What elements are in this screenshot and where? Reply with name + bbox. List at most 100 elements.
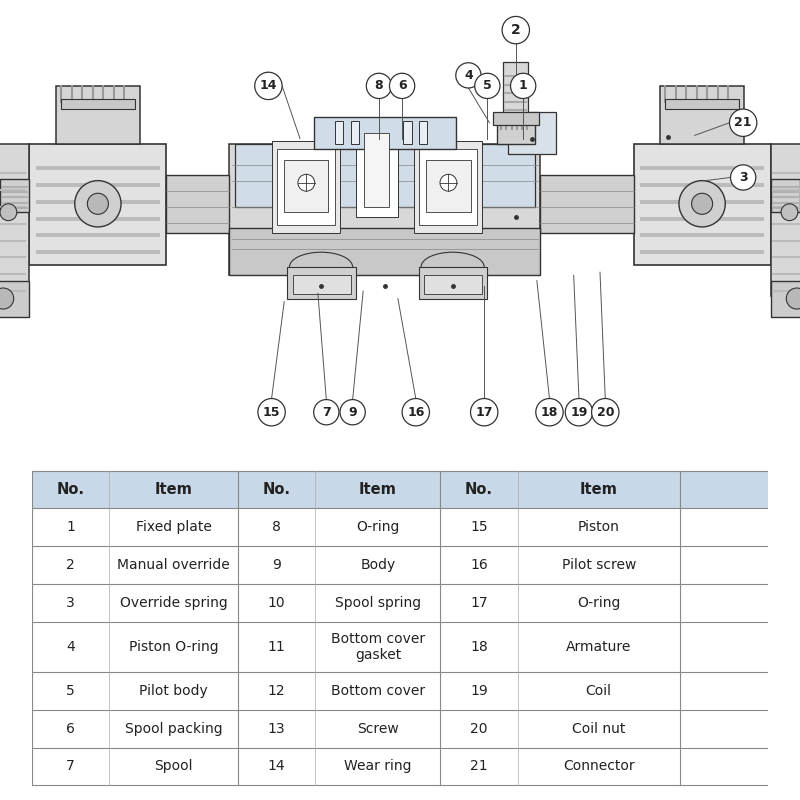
- Circle shape: [390, 74, 414, 98]
- Circle shape: [0, 288, 14, 309]
- Text: 9: 9: [272, 558, 281, 573]
- Text: 15: 15: [263, 406, 280, 418]
- Text: Bottom cover: Bottom cover: [331, 683, 425, 698]
- Circle shape: [679, 181, 726, 227]
- Text: 8: 8: [374, 79, 383, 92]
- Circle shape: [340, 399, 366, 425]
- Bar: [770, 178, 800, 212]
- Bar: [277, 149, 334, 225]
- Circle shape: [536, 398, 563, 426]
- Text: 11: 11: [268, 640, 286, 654]
- Bar: [32, 622, 768, 672]
- Bar: [234, 144, 534, 207]
- Text: 5: 5: [66, 683, 75, 698]
- Bar: [356, 122, 398, 218]
- Circle shape: [402, 398, 430, 426]
- Text: 13: 13: [268, 722, 286, 735]
- Bar: [0, 178, 30, 212]
- Bar: [503, 62, 529, 114]
- Text: 16: 16: [407, 406, 425, 418]
- Bar: [0, 144, 30, 297]
- Text: Override spring: Override spring: [120, 596, 227, 610]
- Text: Item: Item: [154, 482, 193, 497]
- Bar: [271, 141, 340, 234]
- Text: 9: 9: [348, 406, 357, 418]
- Text: 18: 18: [541, 406, 558, 418]
- Bar: [364, 134, 390, 207]
- Bar: [284, 159, 329, 212]
- Bar: [293, 275, 350, 294]
- Circle shape: [298, 174, 314, 191]
- Text: Wear ring: Wear ring: [344, 759, 412, 774]
- Text: O-ring: O-ring: [356, 521, 400, 534]
- Circle shape: [566, 398, 593, 426]
- Text: O-ring: O-ring: [577, 596, 621, 610]
- Bar: [32, 509, 768, 546]
- Bar: [770, 281, 800, 318]
- Bar: [634, 144, 770, 265]
- Text: 8: 8: [272, 521, 281, 534]
- Circle shape: [470, 398, 498, 426]
- Text: 20: 20: [470, 722, 488, 735]
- Text: Spool: Spool: [154, 759, 193, 774]
- Text: 12: 12: [268, 683, 286, 698]
- Text: Piston O-ring: Piston O-ring: [129, 640, 218, 654]
- Text: Coil nut: Coil nut: [572, 722, 626, 735]
- Text: 15: 15: [470, 521, 488, 534]
- Bar: [0, 281, 30, 318]
- Bar: [32, 470, 768, 509]
- Bar: [287, 267, 356, 298]
- Text: 1: 1: [518, 79, 527, 92]
- Bar: [230, 228, 540, 275]
- Text: Body: Body: [360, 558, 395, 573]
- Text: Bottom cover
gasket: Bottom cover gasket: [331, 632, 425, 662]
- Text: 4: 4: [464, 69, 473, 82]
- Circle shape: [781, 204, 798, 221]
- Text: Item: Item: [359, 482, 397, 497]
- Circle shape: [254, 72, 282, 99]
- Bar: [419, 121, 427, 144]
- Text: Pilot body: Pilot body: [139, 683, 208, 698]
- Text: 20: 20: [597, 406, 614, 418]
- Circle shape: [314, 399, 339, 425]
- Text: 6: 6: [66, 722, 75, 735]
- Bar: [32, 710, 768, 747]
- Bar: [426, 159, 470, 212]
- Circle shape: [87, 194, 109, 214]
- Text: 16: 16: [470, 558, 488, 573]
- Text: 14: 14: [260, 79, 277, 92]
- Text: 5: 5: [483, 79, 492, 92]
- Bar: [497, 121, 534, 144]
- Bar: [350, 121, 359, 144]
- Circle shape: [0, 204, 17, 221]
- Text: 7: 7: [322, 406, 330, 418]
- Bar: [32, 747, 768, 786]
- Text: 1: 1: [66, 521, 75, 534]
- Text: 3: 3: [739, 171, 747, 184]
- Bar: [30, 144, 166, 265]
- Text: No.: No.: [465, 482, 493, 497]
- Bar: [419, 267, 487, 298]
- Circle shape: [502, 17, 530, 44]
- Text: 19: 19: [570, 406, 588, 418]
- Circle shape: [440, 174, 457, 191]
- Text: 6: 6: [398, 79, 406, 92]
- Text: Armature: Armature: [566, 640, 631, 654]
- Bar: [493, 112, 539, 125]
- Circle shape: [366, 74, 391, 98]
- Bar: [32, 546, 768, 584]
- Text: Pilot screw: Pilot screw: [562, 558, 636, 573]
- Text: Item: Item: [580, 482, 618, 497]
- Text: 21: 21: [734, 116, 752, 130]
- Text: Screw: Screw: [357, 722, 398, 735]
- Text: Spool spring: Spool spring: [335, 596, 421, 610]
- Text: 10: 10: [268, 596, 286, 610]
- Text: 14: 14: [268, 759, 286, 774]
- Circle shape: [510, 74, 536, 98]
- Text: Spool packing: Spool packing: [125, 722, 222, 735]
- Bar: [419, 149, 477, 225]
- Bar: [666, 98, 739, 109]
- Bar: [56, 86, 140, 144]
- Bar: [32, 584, 768, 622]
- Text: 17: 17: [470, 596, 488, 610]
